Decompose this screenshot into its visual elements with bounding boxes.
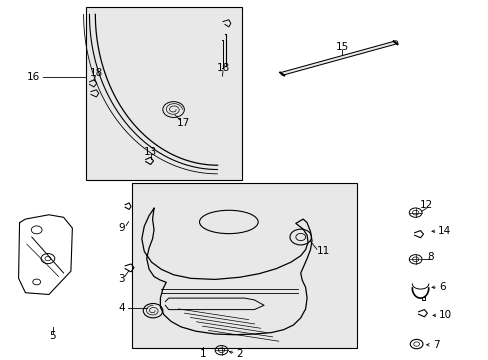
Text: 3: 3 bbox=[118, 274, 124, 284]
Text: 12: 12 bbox=[419, 201, 432, 211]
Text: 9: 9 bbox=[118, 223, 124, 233]
Text: 2: 2 bbox=[236, 349, 243, 359]
Text: 16: 16 bbox=[26, 72, 40, 82]
Text: 10: 10 bbox=[438, 310, 450, 320]
Bar bbox=[85, 7, 242, 180]
Text: 18: 18 bbox=[89, 68, 103, 77]
Text: 8: 8 bbox=[426, 252, 433, 262]
Text: 11: 11 bbox=[316, 246, 330, 256]
Text: 4: 4 bbox=[118, 303, 124, 313]
Text: 7: 7 bbox=[432, 340, 439, 350]
Text: 18: 18 bbox=[216, 63, 229, 72]
Text: 15: 15 bbox=[335, 42, 348, 52]
Text: 17: 17 bbox=[176, 118, 190, 128]
Text: 1: 1 bbox=[199, 349, 206, 359]
Text: 13: 13 bbox=[143, 147, 157, 157]
Text: 14: 14 bbox=[436, 226, 450, 236]
Text: 6: 6 bbox=[438, 282, 445, 292]
Bar bbox=[132, 183, 356, 348]
Text: 5: 5 bbox=[49, 331, 56, 341]
